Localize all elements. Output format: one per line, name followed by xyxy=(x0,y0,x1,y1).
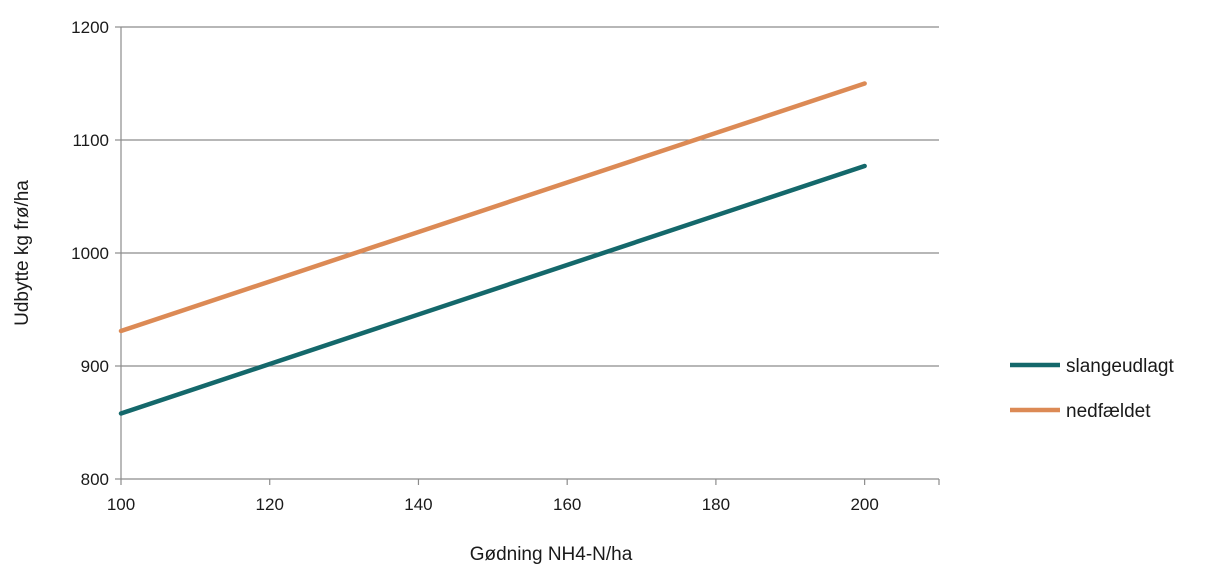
legend-label: nedfældet xyxy=(1066,401,1151,422)
series-line-nedfældet xyxy=(118,81,867,334)
series-line-slangeudlagt xyxy=(118,163,867,416)
x-tick-label: 120 xyxy=(256,495,284,514)
x-tick-label: 140 xyxy=(404,495,432,514)
x-tick-label: 180 xyxy=(702,495,730,514)
y-axis-title: Udbytte kg frø/ha xyxy=(12,180,33,326)
x-tick-labels: 100 120 140 160 180 200 xyxy=(107,479,940,514)
y-tick-label: 800 xyxy=(81,470,109,489)
legend-label: slangeudlagt xyxy=(1066,356,1174,377)
legend: slangeudlagt nedfældet xyxy=(1010,356,1174,422)
y-tick-labels: 800 900 1000 1100 1200 xyxy=(71,18,109,489)
y-tick-label: 900 xyxy=(81,357,109,376)
x-tick-label: 200 xyxy=(850,495,878,514)
y-tick-label: 1200 xyxy=(71,18,109,37)
gridlines xyxy=(115,26,939,480)
y-tick-label: 1100 xyxy=(72,131,109,150)
y-tick-label: 1000 xyxy=(71,244,109,263)
series-lines xyxy=(118,81,867,416)
x-axis-title: Gødning NH4-N/ha xyxy=(470,544,633,565)
axes xyxy=(120,27,939,480)
x-tick-label: 160 xyxy=(553,495,581,514)
x-tick-label: 100 xyxy=(107,495,135,514)
